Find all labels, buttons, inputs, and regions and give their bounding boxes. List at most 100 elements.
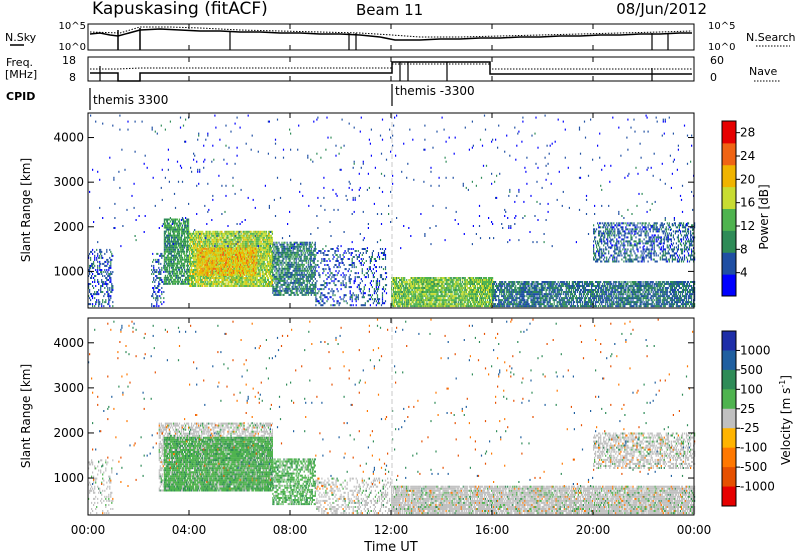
range-gate-cell (184, 240, 186, 243)
range-gate-cell (199, 240, 201, 243)
range-gate-cell (320, 284, 322, 287)
range-gate-cell (165, 230, 167, 233)
range-gate-cell (168, 234, 170, 237)
range-gate-cell (250, 285, 252, 287)
range-gate-cell (89, 273, 91, 275)
range-gate-cell (179, 282, 182, 285)
range-gate-cell (266, 285, 268, 287)
range-gate-cell (91, 250, 93, 253)
range-gate-cell (173, 280, 176, 283)
range-gate-cell (209, 242, 211, 245)
range-gate-cell (246, 267, 248, 270)
range-gate-cell (191, 256, 193, 259)
range-gate-cell (314, 273, 316, 276)
range-gate-cell (328, 250, 330, 252)
range-gate-cell (270, 269, 272, 271)
range-gate-cell (161, 279, 163, 281)
range-gate-cell (306, 291, 308, 294)
range-gate-cell (178, 238, 181, 241)
range-gate-cell (214, 234, 216, 237)
range-gate-cell (202, 273, 204, 276)
range-gate-cell (347, 258, 349, 260)
range-gate-cell (200, 265, 202, 268)
range-gate-cell (99, 266, 101, 269)
range-gate-cell (198, 285, 200, 287)
range-gate-cell (156, 260, 158, 263)
range-gate-cell (320, 262, 322, 264)
range-gate-cell (260, 258, 262, 261)
range-gate-cell (200, 273, 202, 276)
range-gate-cell (269, 275, 271, 277)
range-gate-cell (270, 248, 272, 251)
range-gate-cell (303, 255, 305, 258)
range-gate-cell (258, 240, 260, 243)
range-gate-cell (282, 267, 284, 270)
range-gate-cell (310, 257, 312, 260)
range-gate-cell (307, 265, 309, 268)
range-gate-cell (265, 285, 267, 287)
range-gate-cell (212, 261, 214, 264)
range-gate-cell (109, 295, 111, 298)
range-gate-cell (300, 273, 302, 276)
range-gate-cell (170, 224, 172, 227)
range-gate-cell (187, 230, 189, 233)
range-gate-cell (317, 252, 319, 254)
range-gate-cell (323, 302, 325, 305)
range-gate-cell (204, 283, 206, 285)
range-gate-cell (214, 240, 216, 243)
range-gate-cell (285, 267, 287, 270)
range-gate-cell (260, 269, 262, 271)
range-gate-cell (276, 257, 278, 260)
range-gate-cell (102, 256, 104, 259)
range-gate-cell (343, 274, 345, 277)
range-gate-cell (173, 248, 176, 251)
range-gate-cell (173, 282, 176, 285)
range-gate-cell (225, 275, 227, 277)
range-gate-cell (198, 238, 200, 241)
range-gate-cell (209, 267, 211, 270)
range-gate-cell (187, 260, 189, 263)
range-gate-cell (303, 241, 305, 244)
range-gate-cell (356, 276, 358, 279)
range-gate-cell (239, 283, 241, 285)
range-gate-cell (221, 232, 223, 235)
range-gate-cell (181, 268, 184, 271)
range-gate-cell (261, 279, 263, 281)
range-gate-cell (249, 283, 251, 285)
range-gate-cell (187, 240, 189, 243)
range-gate-cell (101, 305, 103, 308)
range-gate-cell (90, 299, 92, 302)
range-gate-cell (186, 244, 188, 247)
range-gate-cell (354, 278, 356, 281)
range-gate-cell (338, 264, 340, 266)
range-gate-cell (293, 261, 295, 264)
range-gate-cell (196, 281, 198, 283)
range-gate-cell (197, 275, 199, 277)
range-gate-cell (230, 255, 233, 258)
range-gate-cell (266, 234, 268, 237)
range-gate-cell (289, 267, 291, 270)
range-gate-cell (254, 269, 256, 272)
range-gate-cell (189, 254, 191, 257)
range-gate-cell (256, 273, 258, 275)
range-gate-cell (168, 260, 170, 263)
range-gate-cell (266, 271, 268, 273)
range-gate-cell (244, 252, 246, 255)
range-gate-cell (161, 287, 163, 289)
range-gate-cell (238, 238, 240, 241)
range-gate-cell (194, 240, 196, 243)
range-gate-cell (192, 264, 194, 267)
range-gate-cell (163, 264, 165, 267)
range-gate-cell (169, 272, 171, 275)
range-gate-cell (257, 279, 259, 281)
range-gate-cell (163, 266, 165, 269)
range-gate-cell (263, 266, 265, 269)
range-gate-cell (164, 246, 166, 249)
range-gate-cell (91, 277, 93, 279)
range-gate-cell (272, 245, 274, 248)
range-gate-cell (221, 242, 223, 245)
range-gate-cell (237, 275, 239, 277)
range-gate-cell (343, 300, 345, 303)
range-gate-cell (248, 263, 250, 266)
range-gate-cell (191, 248, 193, 251)
